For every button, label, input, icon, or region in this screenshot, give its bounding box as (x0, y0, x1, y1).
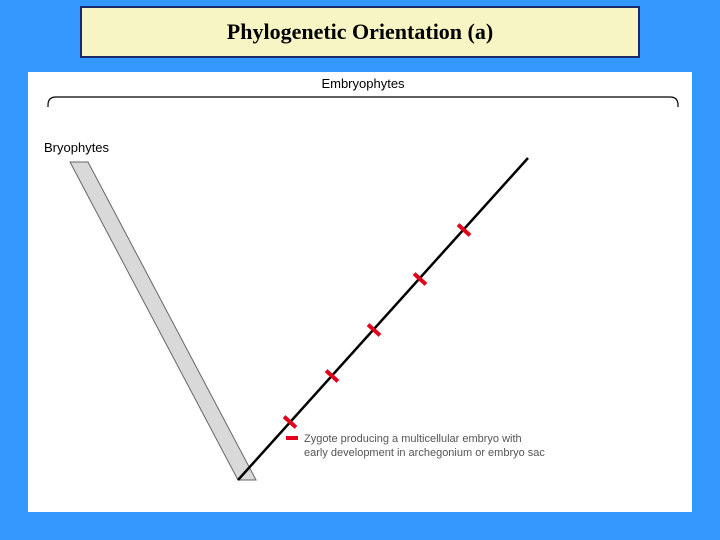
left-branch (70, 162, 256, 480)
annotation-line1: Zygote producing a multicellular embryo … (304, 433, 522, 445)
bracket-path (48, 97, 678, 107)
top-bracket: Embryophytes (48, 76, 678, 107)
phylogeny-svg: Embryophytes Bryophytes Zygote producing… (28, 72, 692, 512)
title-box: Phylogenetic Orientation (a) (80, 6, 640, 58)
left-branch-label: Bryophytes (44, 140, 110, 155)
main-lineage (238, 158, 528, 480)
page-title: Phylogenetic Orientation (a) (227, 19, 493, 45)
top-group-label: Embryophytes (321, 76, 405, 91)
phylogeny-diagram: Embryophytes Bryophytes Zygote producing… (28, 72, 692, 512)
annotation-line2: early development in archegonium or embr… (304, 447, 545, 459)
annotation: Zygote producing a multicellular embryo … (286, 433, 545, 459)
left-branch-group: Bryophytes (44, 140, 256, 480)
